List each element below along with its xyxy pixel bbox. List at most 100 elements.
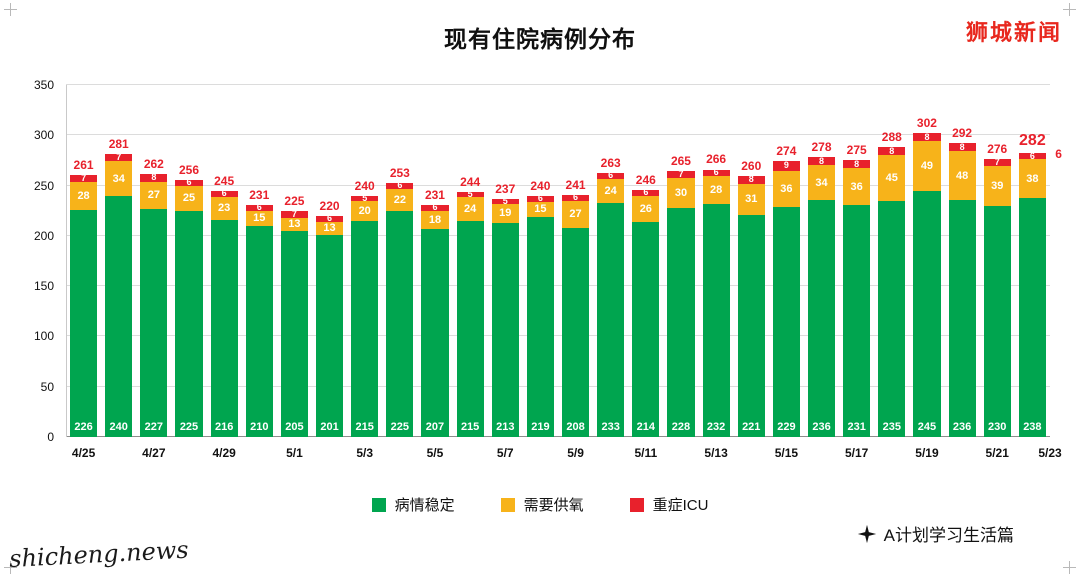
segment-value-label: 213	[496, 421, 515, 433]
total-value-label: 240	[530, 178, 551, 193]
legend-label: 病情稳定	[394, 497, 455, 514]
bar-stack: 228 30 7	[667, 85, 695, 437]
bar-column: 232 28 6 266 5/13	[702, 85, 730, 460]
total-value-label: 260	[741, 158, 762, 173]
bar-column: 208 27 6 241 5/9	[561, 85, 590, 460]
bar-segment-stable: 228	[667, 207, 695, 437]
bar-segment-stable: 215	[351, 220, 379, 437]
bar-segment-icu: 7	[70, 173, 98, 182]
segment-value-label: 228	[671, 421, 691, 433]
bar-segment-stable: 229	[772, 206, 800, 437]
bar-column: 238 38 6 282 6	[1018, 85, 1062, 437]
segment-value-label: 23	[218, 202, 231, 215]
bar-segment-oxygen: 48	[948, 151, 976, 200]
legend-swatch-stable	[371, 497, 386, 512]
bar-segment-icu: 6	[632, 187, 660, 198]
segment-value-label: 34	[815, 176, 828, 189]
legend-item-oxygen: 需要供氧	[500, 494, 584, 515]
segment-value-label: 208	[566, 421, 585, 433]
total-value-label: 274	[776, 144, 797, 159]
segment-value-label: 49	[920, 159, 934, 172]
bar-segment-stable: 233	[597, 202, 625, 437]
bar-segment-icu: 8	[140, 173, 168, 182]
y-axis-tick-label: 50	[40, 379, 54, 394]
bar-stack: 210 15 6	[245, 85, 273, 437]
bar-stack: 221 31 8	[737, 85, 765, 437]
segment-value-label: 6	[432, 202, 438, 213]
segment-value-label: 216	[214, 421, 234, 433]
bar-column: 226 28 7 261 4/25	[70, 85, 98, 460]
bar-column: 231 36 8 275 5/17	[843, 85, 871, 460]
gridline	[66, 184, 1050, 186]
bar-segment-icu: 6	[561, 193, 590, 202]
bar-segment-icu: 8	[807, 155, 836, 166]
segment-value-label: 214	[636, 421, 655, 433]
bar-column: 215 24 5 244	[456, 85, 484, 437]
total-value-label: 231	[424, 187, 445, 202]
bar-segment-oxygen: 49	[913, 141, 941, 191]
bar-stack: 215 24 5	[456, 85, 484, 437]
segment-value-label: 6	[327, 213, 333, 224]
segment-value-label: 6	[221, 188, 227, 199]
bar-segment-oxygen: 34	[807, 165, 836, 200]
bar-segment-oxygen: 45	[878, 155, 906, 201]
segment-value-label: 225	[179, 421, 199, 433]
x-axis-tick-label: 5/19	[915, 446, 939, 460]
segment-value-label: 45	[885, 172, 898, 185]
compass-star-icon	[857, 524, 876, 543]
frame-ornament	[1063, 3, 1076, 16]
bar-segment-oxygen: 39	[983, 166, 1011, 206]
x-axis-tick-label: 5/21	[985, 446, 1009, 460]
total-value-label: 276	[987, 142, 1008, 157]
segment-value-label: 6	[713, 167, 719, 178]
bar-segment-icu: 5	[456, 189, 484, 198]
bar-segment-oxygen: 22	[386, 188, 414, 211]
segment-value-label: 8	[924, 131, 930, 142]
bar-segment-stable: 231	[843, 204, 871, 437]
bar-column: 219 15 6 240	[526, 85, 554, 437]
bar-stack: 233 24 6	[597, 85, 625, 437]
segment-value-label: 201	[320, 421, 339, 433]
gridline	[66, 285, 1050, 287]
bar-segment-stable: 230	[983, 205, 1011, 437]
total-value-label: 292	[952, 126, 973, 141]
segment-value-label: 19	[499, 207, 512, 220]
x-axis-tick-label: 5/23	[1038, 446, 1062, 460]
bar-segment-stable: 208	[561, 227, 590, 437]
y-axis-tick-label: 0	[47, 430, 54, 444]
bar-stack: 207 18 6	[421, 85, 449, 437]
segment-value-label: 20	[358, 204, 371, 217]
segment-value-label: 215	[355, 421, 374, 433]
x-axis-tick-label: 5/5	[426, 446, 444, 460]
segment-value-label: 221	[742, 421, 761, 433]
bar-column: 215 20 5 240 5/3	[351, 85, 379, 460]
watermark-aplan: A计划学习生活篇	[857, 521, 1014, 546]
bar-column: 236 48 8 292	[948, 85, 976, 437]
total-value-label: 263	[600, 155, 621, 170]
segment-value-label: 8	[748, 174, 754, 185]
x-axis-tick-label: 5/1	[286, 446, 303, 460]
bar-segment-icu: 6	[315, 213, 344, 224]
total-value-label: 265	[670, 153, 691, 168]
total-value-label: 282	[1019, 132, 1046, 150]
bar-segment-oxygen: 23	[210, 196, 238, 220]
segment-value-label: 6	[256, 202, 262, 213]
segment-value-label: 7	[291, 208, 297, 219]
bar-column: 201 13 6 220	[315, 85, 344, 437]
bar-segment-stable: 232	[702, 203, 730, 437]
watermark-aplan-text: A计划学习生活篇	[883, 526, 1014, 545]
segment-value-label: 8	[819, 155, 825, 166]
segment-value-label: 8	[854, 158, 860, 169]
segment-value-label: 39	[991, 180, 1004, 193]
segment-value-label: 6	[643, 187, 649, 198]
y-axis-tick-label: 150	[33, 279, 54, 294]
segment-value-label: 48	[955, 169, 969, 182]
total-value-label: 266	[706, 152, 727, 167]
bar-segment-icu: 8	[948, 142, 976, 152]
segment-value-label: 226	[74, 421, 93, 433]
segment-value-label: 31	[745, 193, 758, 206]
bar-segment-stable: 235	[878, 200, 906, 437]
chart-title: 现有住院病例分布	[444, 26, 636, 52]
bar-column: 214 26 6 246 5/11	[632, 85, 660, 460]
segment-value-label: 27	[569, 208, 582, 221]
